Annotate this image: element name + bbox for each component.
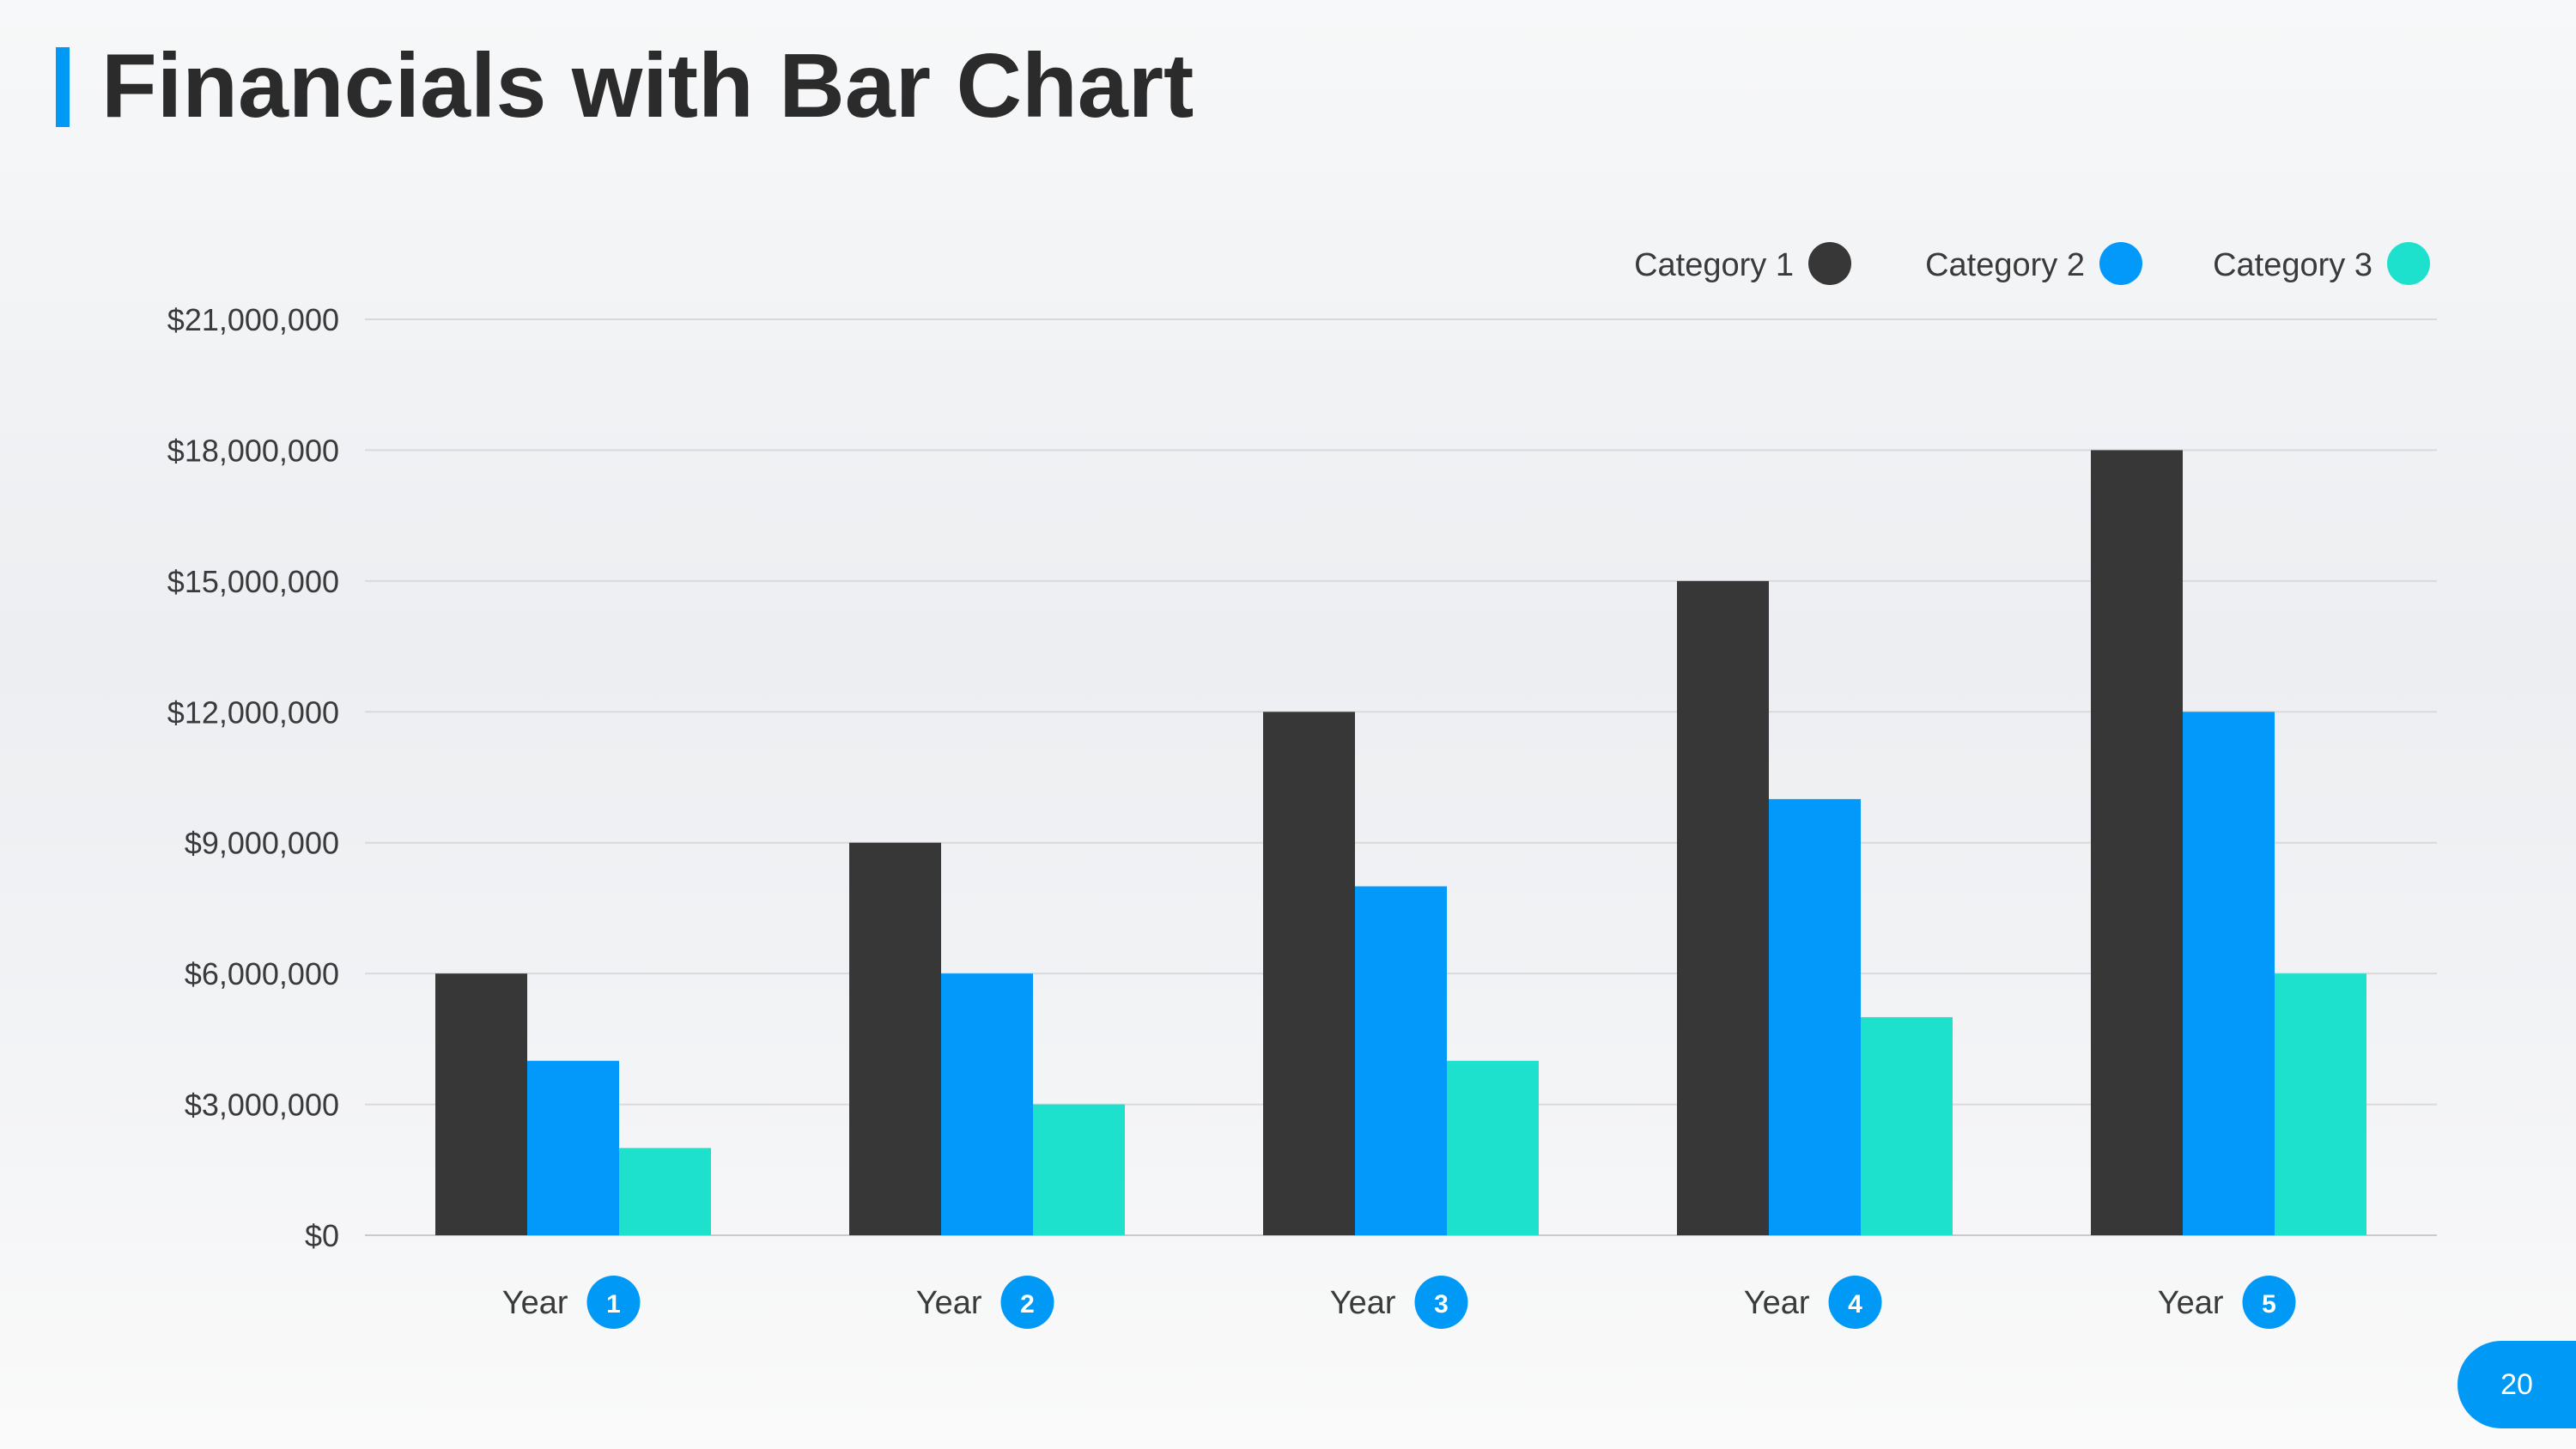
bar-category-2-1 xyxy=(527,1060,619,1235)
y-tick-label: $0 xyxy=(305,1218,339,1253)
year-number-label: 5 xyxy=(2262,1290,2276,1319)
year-number-badge xyxy=(586,1276,641,1329)
year-number-label: 3 xyxy=(1434,1290,1449,1319)
y-tick-label: $15,000,000 xyxy=(167,564,339,599)
legend-swatch xyxy=(2099,242,2142,285)
bar-category-1-5 xyxy=(2091,450,2183,1235)
bars xyxy=(435,450,2366,1235)
x-axis-tick-labels: Year 1 Year 2 Year 3 Year 4 Year 5 xyxy=(502,1276,2296,1329)
year-number-badge xyxy=(2242,1276,2296,1329)
page-number-badge: 20 xyxy=(2458,1341,2576,1428)
y-tick-label: $9,000,000 xyxy=(185,826,339,861)
bar-category-2-3 xyxy=(1355,886,1447,1235)
year-number-badge xyxy=(1414,1276,1468,1329)
bar-category-1-4 xyxy=(1677,580,1769,1235)
year-number-badge xyxy=(1828,1276,1882,1329)
legend-label: Category 1 xyxy=(1634,247,1794,283)
legend-swatch xyxy=(1808,242,1851,285)
year-number-label: 4 xyxy=(1848,1290,1862,1319)
bar-category-3-2 xyxy=(1033,1104,1125,1235)
x-tick-label: Year xyxy=(2158,1285,2224,1321)
bar-category-2-4 xyxy=(1769,798,1861,1235)
bar-category-1-1 xyxy=(435,973,527,1235)
bar-category-3-5 xyxy=(2275,973,2366,1235)
legend-swatch xyxy=(2387,242,2430,285)
bar-category-2-5 xyxy=(2183,712,2275,1235)
year-number-label: 2 xyxy=(1020,1290,1035,1319)
y-tick-label: $6,000,000 xyxy=(185,956,339,991)
legend-label: Category 2 xyxy=(1925,247,2085,283)
x-tick-label: Year xyxy=(916,1285,982,1321)
legend-label: Category 3 xyxy=(2213,247,2372,283)
legend: Category 1 Category 2 Category 3 xyxy=(1634,242,2430,285)
y-tick-label: $12,000,000 xyxy=(167,694,339,730)
year-number-badge xyxy=(1000,1276,1054,1329)
bar-category-2-2 xyxy=(941,973,1033,1235)
bar-category-3-3 xyxy=(1447,1060,1539,1235)
page-title: Financials with Bar Chart xyxy=(101,35,1194,136)
x-tick-label: Year xyxy=(502,1285,568,1321)
x-tick-label: Year xyxy=(1330,1285,1396,1321)
bar-category-3-4 xyxy=(1861,1016,1953,1235)
bar-category-1-3 xyxy=(1263,712,1355,1235)
y-tick-label: $18,000,000 xyxy=(167,433,339,468)
y-axis-tick-labels: $0 $3,000,000 $6,000,000 $9,000,000 $12,000,… xyxy=(167,302,339,1253)
y-tick-label: $21,000,000 xyxy=(167,302,339,337)
year-number-label: 1 xyxy=(606,1290,621,1319)
x-tick-label: Year xyxy=(1744,1285,1810,1321)
title-accent-bar xyxy=(56,47,70,127)
y-tick-label: $3,000,000 xyxy=(185,1088,339,1123)
bar-category-3-1 xyxy=(619,1148,711,1235)
bar-category-1-2 xyxy=(849,842,941,1235)
